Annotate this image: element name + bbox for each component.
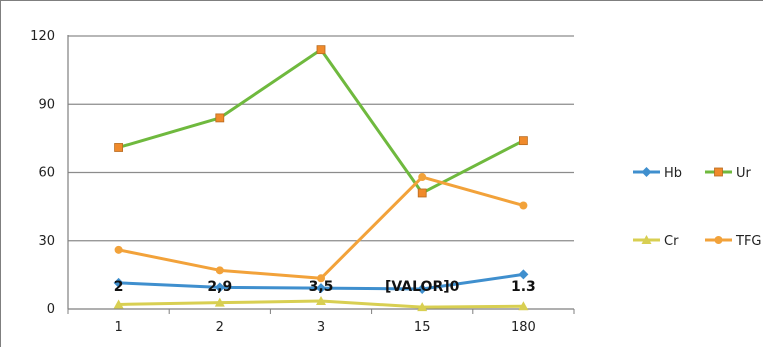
data-point-cr-2 bbox=[214, 297, 225, 307]
legend-layer: Hb Ur Cr TFG bbox=[633, 166, 762, 249]
y-tick-label-60: 60 bbox=[38, 166, 55, 181]
y-tick-label-30: 30 bbox=[38, 234, 55, 249]
data-point-cr-15 bbox=[417, 302, 428, 312]
legend-item-cr: Cr bbox=[633, 234, 679, 249]
data-point-cr-3 bbox=[316, 296, 326, 306]
data-point-hb-3 bbox=[316, 283, 326, 294]
data-point-cr-1 bbox=[113, 299, 124, 309]
legend-marker-ur bbox=[714, 167, 723, 177]
data-point-hb-1 bbox=[113, 277, 124, 288]
legend-marker-hb bbox=[641, 167, 652, 177]
data-point-hb-15 bbox=[417, 283, 428, 294]
series-layer bbox=[117, 48, 525, 309]
x-tick-label-1: 1 bbox=[114, 320, 122, 335]
legend-item-tfg: TFG bbox=[705, 234, 762, 249]
data-label-hb-2: 2,9 bbox=[207, 279, 232, 295]
y-tick-label-0: 0 bbox=[47, 302, 55, 317]
data-label-hb-180: 1.3 bbox=[511, 279, 536, 295]
data-point-ur-2 bbox=[215, 113, 225, 123]
y-tick-label-90: 90 bbox=[38, 97, 55, 112]
data-point-hb-180 bbox=[518, 269, 529, 280]
data-point-ur-1 bbox=[114, 143, 123, 152]
marker-layer bbox=[113, 45, 529, 312]
data-point-tfg-2 bbox=[215, 266, 224, 275]
label-layer: 2 2,9 3,5 [VALOR]0 1.3 bbox=[114, 279, 536, 295]
legend-label-ur: Ur bbox=[736, 166, 752, 181]
data-point-tfg-180 bbox=[519, 201, 528, 210]
data-label-hb-3: 3,5 bbox=[309, 279, 334, 295]
legend-marker-cr bbox=[641, 235, 652, 244]
series-line-ur bbox=[117, 48, 525, 195]
data-label-hb-15: [VALOR]0 bbox=[385, 279, 460, 295]
data-point-ur-3 bbox=[316, 45, 326, 55]
legend-label-tfg: TFG bbox=[735, 234, 762, 249]
data-label-hb-1: 2 bbox=[114, 279, 124, 295]
legend-item-hb: Hb bbox=[633, 166, 682, 181]
y-tick-label-120: 120 bbox=[30, 29, 55, 44]
legend-item-ur: Ur bbox=[705, 166, 752, 181]
data-point-cr-180 bbox=[518, 301, 529, 311]
series-line-tfg bbox=[117, 175, 525, 280]
legend-marker-tfg bbox=[714, 236, 723, 244]
data-point-hb-2 bbox=[214, 282, 225, 293]
x-tick-label-3: 3 bbox=[317, 320, 325, 335]
legend-label-hb: Hb bbox=[664, 166, 682, 181]
data-point-ur-15 bbox=[417, 188, 427, 198]
grid-layer bbox=[68, 35, 574, 242]
x-tick-label-180: 180 bbox=[511, 320, 536, 335]
legend-label-cr: Cr bbox=[664, 234, 679, 249]
x-tick-label-2: 2 bbox=[216, 320, 224, 335]
axis-layer: 0 30 60 90 120 1 2 3 15 180 bbox=[30, 29, 575, 335]
data-point-tfg-15 bbox=[418, 173, 427, 182]
data-point-tfg-1 bbox=[114, 245, 123, 254]
x-tick-label-15: 15 bbox=[414, 320, 431, 335]
data-point-tfg-3 bbox=[317, 274, 325, 283]
data-point-ur-180 bbox=[519, 136, 528, 146]
